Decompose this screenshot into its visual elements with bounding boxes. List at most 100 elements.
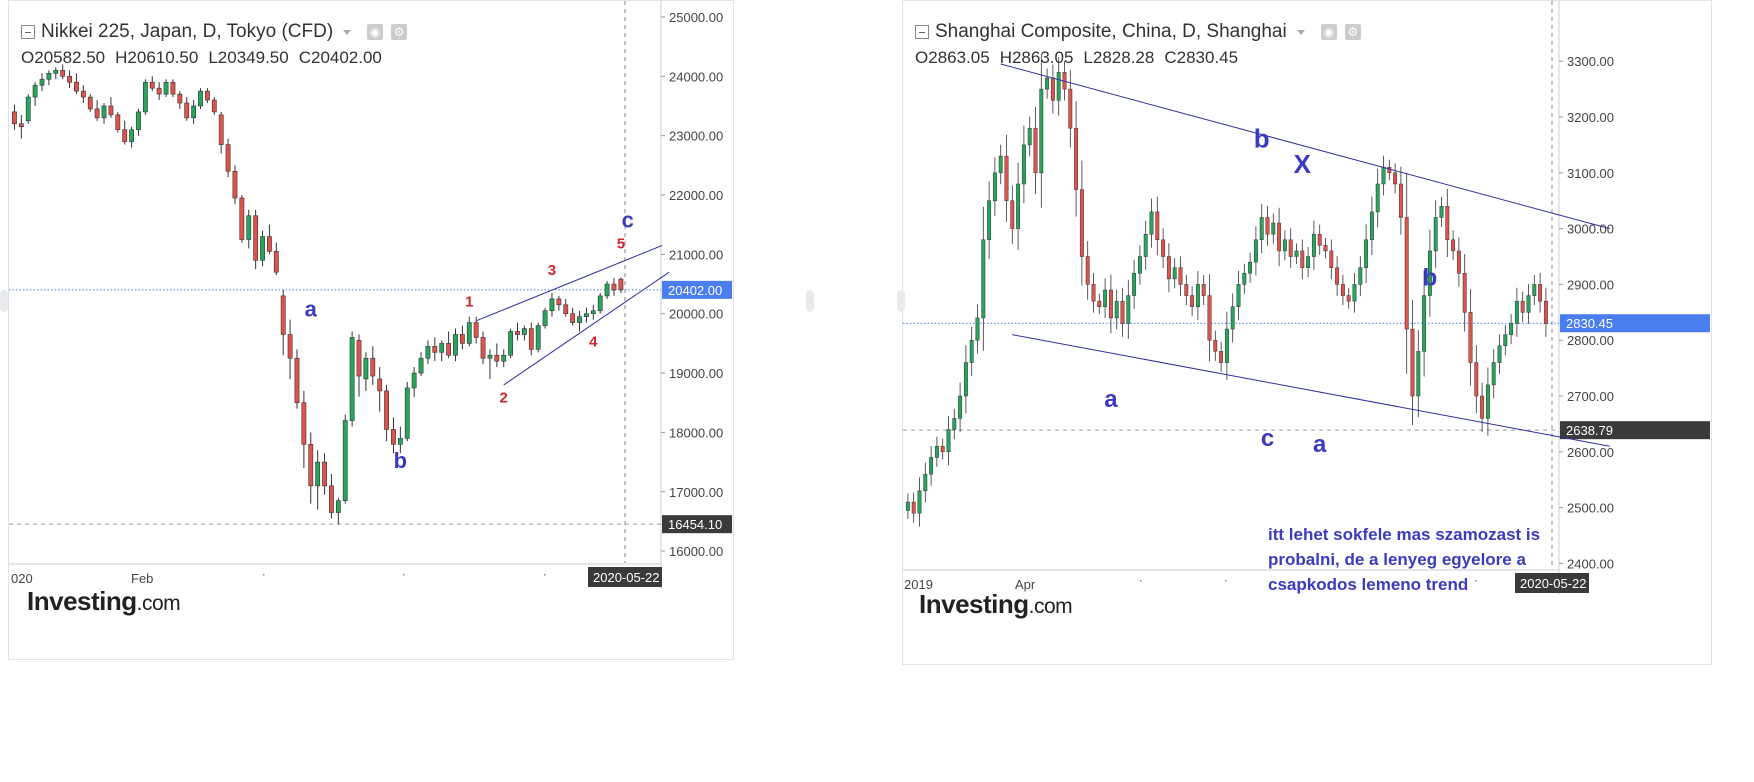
wave-label: b [1423,265,1438,292]
candle-body [597,295,603,312]
x-tick-label: Apr [1015,577,1036,592]
gear-icon[interactable]: ⚙ [1344,24,1361,40]
candle-body [225,144,231,172]
candle-body [370,357,376,377]
candle-body [129,129,134,142]
candle-body [1068,88,1073,129]
y-tick-label: 17000.00 [669,485,723,500]
candle-body [280,295,286,335]
candle-body [418,357,424,374]
candle-body [1079,189,1084,257]
candle-body [952,418,957,430]
candle-body [515,331,520,335]
scroll-handle-right[interactable] [897,290,905,312]
wave-label: 5 [617,235,625,252]
candle-body [923,473,928,492]
x-tick [263,574,265,576]
candle-body [101,105,107,119]
candle-body [1491,362,1496,386]
candle-body [911,501,916,514]
candle-body [1404,217,1409,330]
last-price-tag [1560,314,1710,333]
candle-body [1120,300,1125,324]
candle-body [1375,183,1380,213]
candle-body [535,325,541,350]
nikkei-chart-panel[interactable]: Nikkei 225, Japan, D, Tokyo (CFD) ◉ ⚙ O2… [8,0,734,660]
candle-body [74,81,79,92]
chevron-down-icon[interactable] [1296,29,1305,35]
y-tick-label: 22000.00 [669,188,723,203]
candle-body [342,420,348,501]
candle-body [287,334,293,359]
candle-body [480,337,486,359]
low-level-tag [662,515,732,534]
gear-icon[interactable]: ⚙ [391,24,408,40]
symbol-title[interactable]: Shanghai Composite, China, D, Shanghai [935,21,1287,42]
x-tick [1225,580,1227,582]
candle-body [439,343,445,353]
candle-body [1172,267,1177,280]
candle-body [1190,295,1195,307]
low-value: 20349.50 [217,48,289,67]
wave-label: b [394,448,407,473]
candle-body [432,346,438,353]
trendline [1012,334,1610,447]
candle-body [1358,267,1363,285]
candle-body [1480,395,1485,419]
candle-body [163,81,169,95]
candle-body [273,251,279,273]
candle-body [335,500,341,513]
eye-icon[interactable]: ◉ [367,24,384,40]
candle-body [1422,295,1427,352]
candle-body [473,322,479,338]
collapse-icon[interactable] [915,25,929,39]
candle-body [1021,144,1026,185]
shanghai-plot[interactable]: 3300.00 3200.00 3100.00 3000.00 2900.00 2800.… [903,1,1712,665]
candle-body [577,316,582,323]
chevron-down-icon[interactable] [343,29,352,35]
low-value: 2828.28 [1092,48,1155,67]
candle-body [25,96,31,122]
candle-body [377,378,383,392]
trendline [503,271,670,386]
investing-logo: Investing.com [27,586,181,616]
nikkei-plot[interactable]: 25000.00 24000.00 23000.00 22000.00 21000.00… [9,1,734,660]
candle-body [946,429,951,453]
candle-body [122,129,128,142]
candle-body [108,105,114,116]
candle-body [322,461,327,487]
x-tick [1377,580,1379,582]
symbol-title[interactable]: Nikkei 225, Japan, D, Tokyo (CFD) [41,21,334,42]
candle-body [1137,256,1142,274]
candle-body [570,313,576,323]
date-tag [588,567,662,587]
candle-body [1103,289,1108,307]
scroll-handle-mid[interactable] [806,290,814,312]
y-tick-label: 16000.00 [669,544,723,559]
candle-body [205,90,210,101]
candle-body [1277,222,1282,252]
candle-body [39,78,45,86]
candle-body [1335,267,1340,285]
candle-body [1126,295,1131,324]
date-tag [1515,573,1589,593]
candle-body [1509,323,1514,335]
candle-body [453,334,458,356]
candle-body [1265,217,1270,235]
shanghai-chart-panel[interactable]: Shanghai Composite, China, D, Shanghai ◉… [902,0,1712,665]
candle-body [1416,351,1421,397]
ohlc-readout: O20582.50 H20610.50 L20349.50 C20402.00 [21,48,382,67]
candle-body [1445,206,1450,241]
wave-label: c [1261,425,1274,452]
candle-body [1224,328,1229,363]
scroll-handle-left[interactable] [0,290,8,312]
candle-body [177,93,183,104]
collapse-icon[interactable] [21,25,35,39]
candle-body [115,114,121,131]
ohlc-readout: O2863.05 H2863.05 L2828.28 C2830.45 [915,48,1239,67]
eye-icon[interactable]: ◉ [1320,24,1337,40]
candle-body [934,445,939,458]
candle-body [1033,127,1038,174]
candle-body [1451,239,1456,252]
candle-body [170,81,176,95]
